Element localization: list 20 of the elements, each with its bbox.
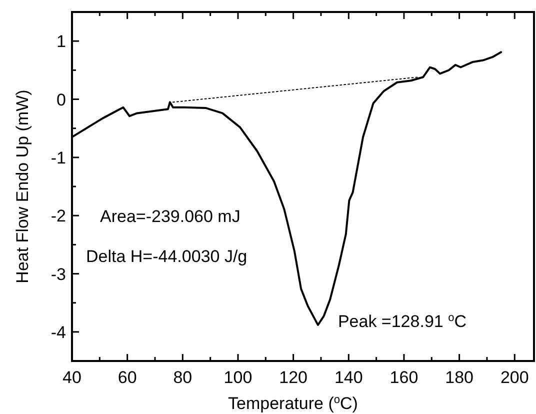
x-axis-title: Temperature ($^{o}$C)	[228, 394, 358, 413]
annotation: Delta H=-44.0030 J/g	[86, 247, 248, 266]
x-tick-label: 80	[173, 368, 192, 387]
x-tick-label: 200	[500, 368, 529, 387]
x-tick-label: 140	[334, 368, 363, 387]
annotation: Peak =128.91 $^{o}$C	[338, 312, 467, 331]
y-tick-label: 0	[56, 90, 66, 110]
x-tick-label: 180	[445, 368, 474, 387]
y-tick-label: -4	[50, 322, 66, 342]
y-tick-label: -1	[50, 148, 66, 168]
x-tick-label: 100	[224, 368, 252, 387]
x-tick-label: 40	[62, 368, 82, 387]
y-tick-label: 1	[56, 32, 66, 52]
y-tick-label: -2	[50, 206, 66, 226]
x-tick-label: 160	[390, 368, 418, 387]
y-tick-label: -3	[50, 264, 66, 284]
x-tick-label: 60	[118, 368, 137, 387]
annotation: Area=-239.060 mJ	[100, 207, 240, 226]
x-tick-label: 120	[279, 368, 308, 387]
y-axis-title: Heat Flow Endo Up (mW)	[13, 90, 32, 284]
